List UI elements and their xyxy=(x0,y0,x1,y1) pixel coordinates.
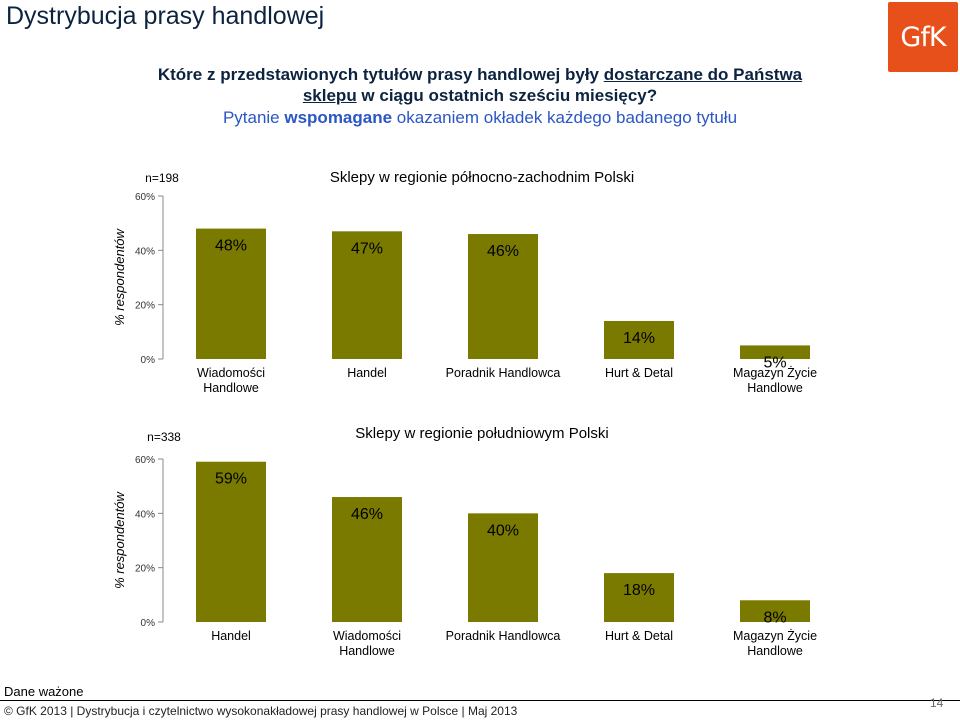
category-label-line: Hurt & Detal xyxy=(605,366,673,380)
logo-text: GfK xyxy=(900,21,946,53)
bar xyxy=(604,573,674,622)
y-tick-label: 60% xyxy=(135,455,155,466)
bar-value-label: 46% xyxy=(351,506,383,523)
sample-size-label: n=198 xyxy=(145,171,179,185)
bar-value-label: 8% xyxy=(763,609,786,626)
bar xyxy=(332,497,402,622)
bar-value-label: 48% xyxy=(215,238,247,255)
bar-value-label: 14% xyxy=(623,330,655,347)
y-tick-label: 0% xyxy=(141,618,156,629)
subtitle-bold: wspomagane xyxy=(284,108,393,127)
category-label-line: Handel xyxy=(347,366,387,380)
bar-value-label: 5% xyxy=(763,354,786,371)
bar-value-label: 46% xyxy=(487,243,519,260)
y-tick-label: 20% xyxy=(135,564,155,575)
footer-note: Dane ważone xyxy=(4,684,84,699)
category-label: Handel xyxy=(347,366,387,380)
chart-title: Sklepy w regionie północno-zachodnim Pol… xyxy=(330,170,634,186)
question-underlined-1: dostarczane do Państwa xyxy=(603,65,803,84)
bar xyxy=(468,234,538,359)
category-label-line: Handlowe xyxy=(747,644,803,658)
bar xyxy=(196,461,266,622)
category-label: Hurt & Detal xyxy=(605,366,673,380)
bar-value-label: 47% xyxy=(351,240,383,257)
bar-value-label: 59% xyxy=(215,471,247,488)
gfk-logo: GfK xyxy=(888,2,958,72)
bar-value-label: 18% xyxy=(623,582,655,599)
category-label: Magazyn Życie Handlowe xyxy=(733,629,817,658)
category-label: Poradnik Handlowca xyxy=(446,629,561,643)
question-part4: w ciągu ostatnich sześciu miesięcy? xyxy=(356,86,658,105)
y-tick-label: 40% xyxy=(135,246,155,257)
question-underlined-2: sklepu xyxy=(302,86,357,105)
category-label: Handel xyxy=(211,629,251,643)
category-label-line: Handel xyxy=(211,629,251,643)
y-tick-label: 0% xyxy=(141,355,156,366)
bar xyxy=(332,231,402,359)
category-label-line: Handlowe xyxy=(339,644,395,658)
footer-divider xyxy=(0,700,960,701)
category-label: Poradnik Handlowca xyxy=(446,366,561,380)
y-axis-label: % respondentów xyxy=(112,227,127,325)
category-label-line: Magazyn Życie xyxy=(733,366,817,380)
subtitle-suffix: okazaniem okładek każdego badanego tytuł… xyxy=(392,108,738,127)
category-label-line: Magazyn Życie xyxy=(733,629,817,643)
category-label-line: Poradnik Handlowca xyxy=(446,366,561,380)
bar xyxy=(196,228,266,359)
category-label-line: Wiadomości xyxy=(333,629,401,643)
bar xyxy=(468,513,538,622)
question-part1: Które z przedstawionych tytułów prasy ha… xyxy=(157,65,604,84)
subtitle-prefix: Pytanie xyxy=(222,108,285,127)
category-label-line: Hurt & Detal xyxy=(605,629,673,643)
bar xyxy=(740,600,810,622)
bar-chart-south: Sklepy w regionie południowym Polski n=33… xyxy=(112,425,817,658)
bar xyxy=(740,345,810,359)
question-subtitle: Pytanie wspomagane okazaniem okładek każ… xyxy=(0,108,960,128)
y-axis-label: % respondentów xyxy=(112,490,127,588)
bar-chart-northwest: Sklepy w regionie północno-zachodnim Pol… xyxy=(112,170,817,395)
category-label-line: Handlowe xyxy=(747,381,803,395)
page-title: Dystrybucja prasy handlowej xyxy=(6,2,325,30)
y-tick-label: 40% xyxy=(135,509,155,520)
y-tick-label: 60% xyxy=(135,192,155,203)
category-label: Wiadomości Handlowe xyxy=(197,366,265,395)
category-label-line: Handlowe xyxy=(203,381,259,395)
page-number: 14 xyxy=(930,696,944,710)
survey-question: Które z przedstawionych tytułów prasy ha… xyxy=(0,64,960,106)
category-label-line: Poradnik Handlowca xyxy=(446,629,561,643)
sample-size-label: n=338 xyxy=(147,430,181,444)
category-label: Wiadomości Handlowe xyxy=(333,629,401,658)
bar xyxy=(604,320,674,359)
category-label: Hurt & Detal xyxy=(605,629,673,643)
category-label-line: Wiadomości xyxy=(197,366,265,380)
y-tick-label: 20% xyxy=(135,301,155,312)
footer-text: © GfK 2013 | Dystrybucja i czytelnictwo … xyxy=(4,704,518,718)
bar-value-label: 40% xyxy=(487,522,519,539)
category-label: Magazyn Życie Handlowe xyxy=(733,366,817,395)
chart-title: Sklepy w regionie południowym Polski xyxy=(355,425,608,442)
